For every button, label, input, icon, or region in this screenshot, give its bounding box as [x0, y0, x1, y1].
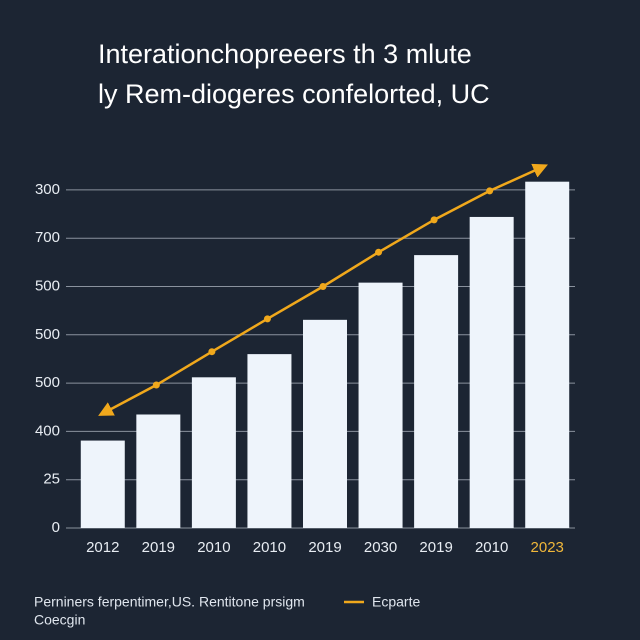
legend-label: Ecparte — [372, 594, 420, 610]
x-tick-label: 2019 — [308, 539, 341, 556]
bar — [80, 440, 125, 528]
line-point — [486, 187, 494, 195]
y-tick-label: 500 — [35, 277, 60, 294]
y-tick-label: 300 — [35, 181, 60, 198]
line-point — [430, 216, 438, 224]
x-tick-label: 2030 — [364, 539, 397, 556]
x-tick-label: 2010 — [253, 539, 286, 556]
line-point — [375, 248, 383, 256]
bar — [303, 319, 347, 528]
bar — [358, 282, 403, 528]
chart-title: Interationchopreeers th 3 mlute — [98, 39, 472, 69]
y-tick-label: 500 — [35, 374, 60, 391]
bar — [469, 216, 514, 528]
bar — [414, 255, 459, 529]
source-note: Coecgin — [34, 612, 85, 628]
bar — [136, 414, 181, 528]
line-point — [208, 348, 216, 356]
y-tick-label: 500 — [35, 326, 60, 343]
y-tick-label: 700 — [35, 229, 60, 246]
bar — [525, 181, 570, 528]
y-tick-label: 25 — [43, 471, 60, 488]
line-point — [263, 315, 271, 323]
x-tick-label: 2019 — [142, 539, 175, 556]
source-note: Perniners ferpentimer,US. Rentitone prsi… — [34, 594, 305, 610]
bar — [247, 354, 292, 528]
x-tick-label: 2010 — [475, 539, 508, 556]
x-tick-label: 2012 — [86, 539, 119, 556]
bar — [191, 377, 236, 528]
chart-title: ly Rem-diogeres confelorted, UC — [98, 79, 490, 109]
line-point — [319, 283, 327, 290]
x-tick-label: 2023 — [531, 539, 564, 556]
y-tick-label: 400 — [35, 422, 60, 439]
x-tick-label: 2019 — [419, 539, 452, 556]
line-point — [152, 381, 160, 389]
y-tick-label: 0 — [52, 519, 60, 536]
x-tick-label: 2010 — [197, 539, 230, 556]
